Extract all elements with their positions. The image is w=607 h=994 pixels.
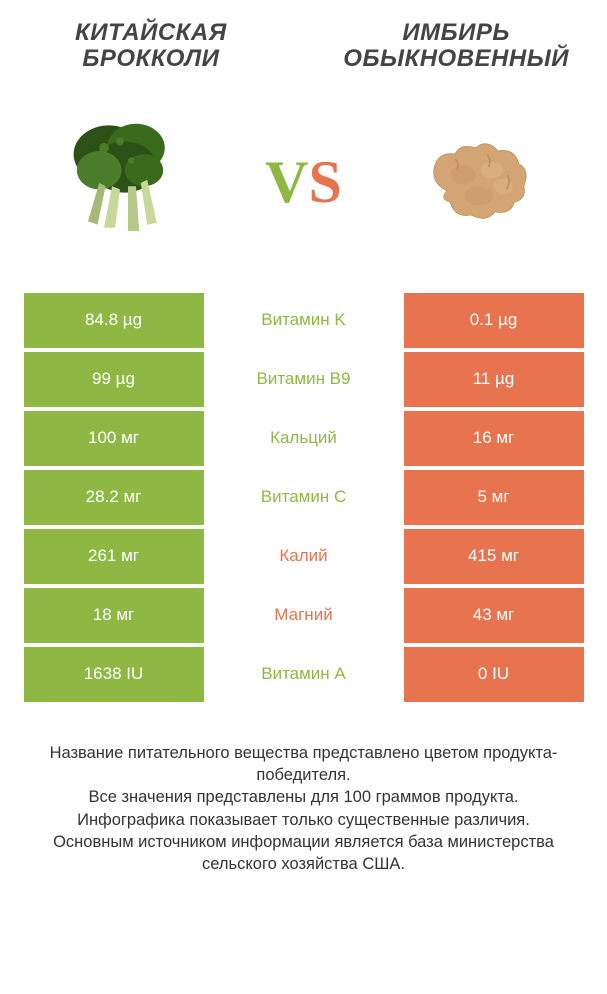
footer-line1: Название питательного вещества представл… [20, 742, 587, 787]
cell-left-value: 1638 IU [24, 647, 204, 702]
title-left: КИТАЙСКАЯ БРОККОЛИ [10, 20, 292, 73]
cell-left-value: 28.2 мг [24, 470, 204, 525]
cell-right-value: 415 мг [404, 529, 584, 584]
cell-nutrient-name: Калий [204, 529, 404, 584]
header: КИТАЙСКАЯ БРОККОЛИ ИМБИРЬ ОБЫКНОВЕННЫЙ [0, 0, 607, 73]
table-row: 1638 IUВитамин A0 IU [24, 647, 584, 702]
nutrition-table: 84.8 µgВитамин K0.1 µg99 µgВитамин B911 … [24, 293, 584, 702]
table-row: 18 мгМагний43 мг [24, 588, 584, 643]
cell-left-value: 84.8 µg [24, 293, 204, 348]
vs-v: V [265, 149, 308, 215]
cell-left-value: 261 мг [24, 529, 204, 584]
table-row: 84.8 µgВитамин K0.1 µg [24, 293, 584, 348]
table-row: 99 µgВитамин B911 µg [24, 352, 584, 407]
broccoli-image [48, 103, 208, 263]
cell-left-value: 99 µg [24, 352, 204, 407]
cell-nutrient-name: Кальций [204, 411, 404, 466]
footer-line3: Инфографика показывает только существенн… [20, 809, 587, 831]
cell-right-value: 11 µg [404, 352, 584, 407]
cell-right-value: 0.1 µg [404, 293, 584, 348]
footer-line4: Основным источником информации является … [20, 831, 587, 876]
cell-nutrient-name: Витамин K [204, 293, 404, 348]
cell-right-value: 5 мг [404, 470, 584, 525]
cell-nutrient-name: Витамин C [204, 470, 404, 525]
cell-right-value: 0 IU [404, 647, 584, 702]
vs-s: S [308, 149, 341, 215]
images-row: VS [0, 73, 607, 283]
footer-line2: Все значения представлены для 100 граммо… [20, 786, 587, 808]
table-row: 100 мгКальций16 мг [24, 411, 584, 466]
cell-right-value: 16 мг [404, 411, 584, 466]
title-right: ИМБИРЬ ОБЫКНОВЕННЫЙ [315, 20, 597, 73]
table-row: 28.2 мгВитамин C5 мг [24, 470, 584, 525]
cell-nutrient-name: Витамин A [204, 647, 404, 702]
ginger-image [399, 103, 559, 263]
vs-label: VS [265, 148, 342, 217]
cell-left-value: 18 мг [24, 588, 204, 643]
cell-nutrient-name: Магний [204, 588, 404, 643]
cell-nutrient-name: Витамин B9 [204, 352, 404, 407]
cell-right-value: 43 мг [404, 588, 584, 643]
footer-text: Название питательного вещества представл… [0, 742, 607, 876]
table-row: 261 мгКалий415 мг [24, 529, 584, 584]
cell-left-value: 100 мг [24, 411, 204, 466]
